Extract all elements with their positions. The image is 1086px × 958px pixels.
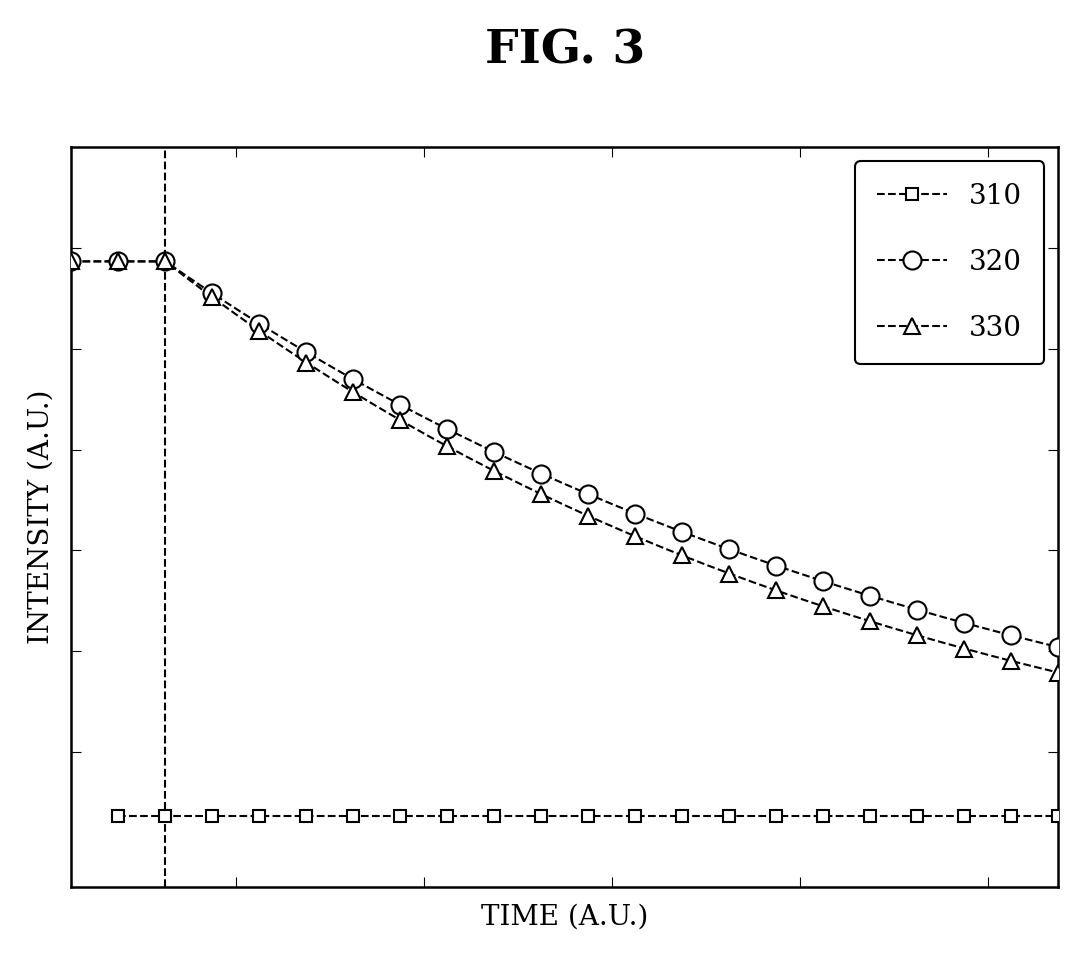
X-axis label: TIME (A.U.): TIME (A.U.) xyxy=(481,903,648,930)
310 xyxy=(863,810,876,822)
330 xyxy=(582,511,595,522)
320 xyxy=(346,374,359,385)
330 xyxy=(65,256,78,267)
320 xyxy=(629,508,642,519)
310 xyxy=(582,810,595,822)
330 xyxy=(159,256,172,267)
330 xyxy=(723,568,736,580)
Line: 320: 320 xyxy=(62,252,1068,656)
320 xyxy=(582,489,595,500)
320 xyxy=(863,590,876,602)
310 xyxy=(1005,810,1018,822)
310 xyxy=(206,810,219,822)
330 xyxy=(1051,667,1064,678)
330 xyxy=(1005,655,1018,667)
310 xyxy=(441,810,454,822)
310 xyxy=(629,810,642,822)
330 xyxy=(346,386,359,398)
310 xyxy=(675,810,689,822)
310 xyxy=(346,810,359,822)
330 xyxy=(112,256,125,267)
310 xyxy=(723,810,736,822)
310 xyxy=(817,810,830,822)
330 xyxy=(253,325,266,336)
320 xyxy=(65,256,78,267)
310 xyxy=(488,810,501,822)
330 xyxy=(394,415,407,426)
Line: 330: 330 xyxy=(64,254,1065,680)
320 xyxy=(958,617,971,628)
320 xyxy=(675,526,689,537)
Title: FIG. 3: FIG. 3 xyxy=(484,28,645,74)
320 xyxy=(817,576,830,587)
310 xyxy=(394,810,407,822)
Legend: 310, 320, 330: 310, 320, 330 xyxy=(855,161,1045,364)
320 xyxy=(723,543,736,555)
310 xyxy=(300,810,313,822)
330 xyxy=(629,531,642,542)
330 xyxy=(206,291,219,303)
330 xyxy=(441,441,454,452)
320 xyxy=(911,604,924,615)
310 xyxy=(159,810,172,822)
330 xyxy=(675,550,689,561)
320 xyxy=(394,399,407,411)
330 xyxy=(300,356,313,368)
310 xyxy=(958,810,971,822)
320 xyxy=(159,256,172,267)
Line: 310: 310 xyxy=(112,810,1064,822)
310 xyxy=(534,810,547,822)
320 xyxy=(441,423,454,435)
330 xyxy=(488,466,501,477)
330 xyxy=(817,601,830,612)
330 xyxy=(770,584,783,596)
Y-axis label: INTENSITY (A.U.): INTENSITY (A.U.) xyxy=(28,390,54,644)
310 xyxy=(911,810,924,822)
330 xyxy=(534,489,547,500)
320 xyxy=(770,559,783,571)
320 xyxy=(1051,641,1064,652)
320 xyxy=(206,287,219,299)
310 xyxy=(112,810,125,822)
310 xyxy=(253,810,266,822)
320 xyxy=(488,446,501,458)
330 xyxy=(863,616,876,627)
320 xyxy=(534,468,547,479)
320 xyxy=(253,318,266,330)
320 xyxy=(112,256,125,267)
320 xyxy=(300,347,313,358)
310 xyxy=(1051,810,1064,822)
330 xyxy=(958,643,971,654)
310 xyxy=(770,810,783,822)
330 xyxy=(911,629,924,641)
320 xyxy=(1005,629,1018,641)
